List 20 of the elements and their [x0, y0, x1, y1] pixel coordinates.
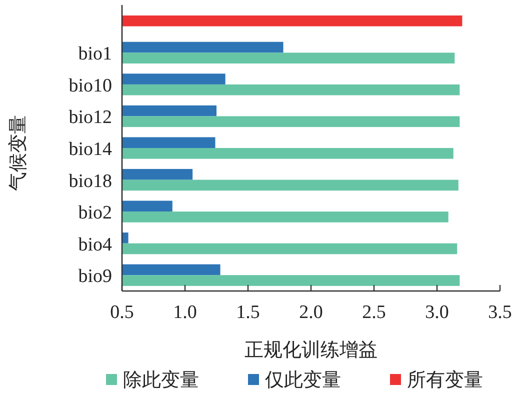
x-tick-label: 1.5 [236, 302, 260, 323]
x-tick-label: 3.0 [425, 302, 449, 323]
x-tick-label: 2.0 [299, 302, 323, 323]
x-tick-label: 3.5 [488, 302, 512, 323]
y-tick-label: bio1 [78, 44, 112, 65]
y-tick-label: bio10 [68, 75, 112, 96]
y-tick-label: bio14 [68, 139, 112, 160]
legend-label: 除此变量 [123, 369, 199, 391]
x-tick-label: 0.5 [110, 302, 134, 323]
y-tick-label: bio9 [78, 266, 112, 288]
legend-label: 所有变量 [407, 369, 483, 391]
y-tick-label: bio18 [68, 170, 112, 192]
x-tick-label: 2.5 [362, 302, 386, 323]
y-tick-label: bio2 [78, 202, 112, 224]
x-axis-title: 正规化训练增益 [244, 340, 378, 361]
legend-label: 仅此变量 [265, 369, 341, 391]
y-tick-label: bio12 [68, 107, 112, 128]
y-tick-label: bio4 [78, 234, 112, 256]
y-axis-title: 气候变量 [7, 115, 29, 191]
x-tick-label: 1.0 [173, 302, 197, 323]
